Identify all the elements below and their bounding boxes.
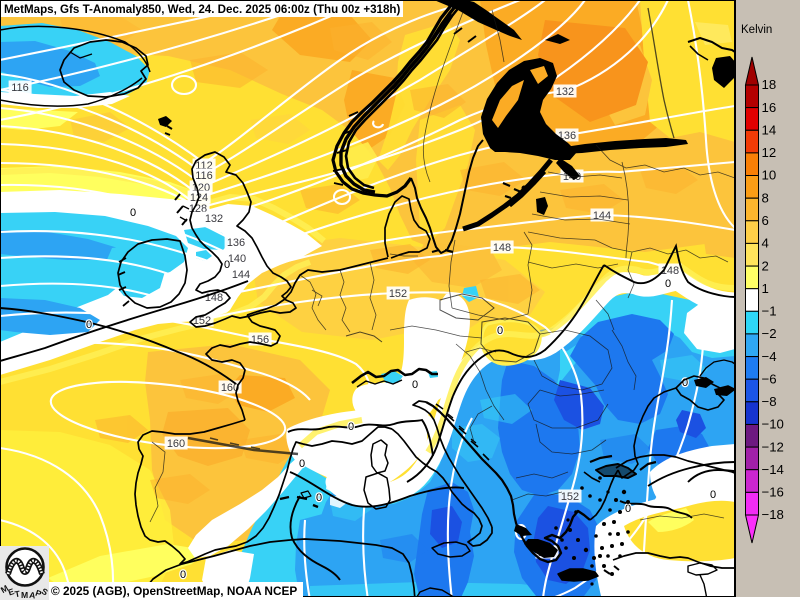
svg-text:0: 0 xyxy=(682,377,688,389)
svg-text:0: 0 xyxy=(665,278,671,290)
svg-text:S: S xyxy=(40,586,50,598)
svg-text:0: 0 xyxy=(180,569,186,581)
svg-text:P: P xyxy=(34,588,43,599)
svg-text:160: 160 xyxy=(167,438,185,450)
svg-text:M: M xyxy=(21,590,28,600)
svg-text:M: M xyxy=(0,583,10,595)
svg-text:116: 116 xyxy=(195,170,213,182)
svg-text:144: 144 xyxy=(232,269,250,281)
svg-text:−16: −16 xyxy=(762,485,784,500)
svg-text:6: 6 xyxy=(762,213,769,228)
svg-text:0: 0 xyxy=(130,207,136,219)
svg-text:0: 0 xyxy=(299,458,305,470)
svg-text:0: 0 xyxy=(316,492,322,504)
svg-text:−12: −12 xyxy=(762,439,784,454)
svg-text:2: 2 xyxy=(762,258,769,273)
svg-text:−18: −18 xyxy=(762,507,784,522)
svg-text:8: 8 xyxy=(762,190,769,205)
svg-text:0: 0 xyxy=(497,325,503,337)
svg-text:−8: −8 xyxy=(762,394,777,409)
svg-text:−2: −2 xyxy=(762,326,777,341)
svg-text:−4: −4 xyxy=(762,349,777,364)
svg-text:E: E xyxy=(7,586,16,597)
svg-text:1: 1 xyxy=(762,281,769,296)
svg-text:18: 18 xyxy=(762,77,777,92)
svg-text:16: 16 xyxy=(762,100,777,115)
svg-text:−1: −1 xyxy=(762,304,777,319)
svg-text:132: 132 xyxy=(556,86,574,98)
svg-text:0: 0 xyxy=(86,319,92,331)
svg-text:0: 0 xyxy=(412,379,418,391)
svg-text:136: 136 xyxy=(227,237,245,249)
svg-text:0: 0 xyxy=(710,489,716,501)
svg-text:0: 0 xyxy=(224,259,230,271)
svg-text:10: 10 xyxy=(762,168,777,183)
svg-text:0: 0 xyxy=(348,421,354,433)
svg-text:152: 152 xyxy=(561,491,579,503)
svg-text:−6: −6 xyxy=(762,371,777,386)
svg-text:4: 4 xyxy=(762,236,769,251)
svg-text:148: 148 xyxy=(493,242,511,254)
svg-text:128: 128 xyxy=(189,203,207,215)
svg-text:132: 132 xyxy=(205,213,223,225)
svg-text:−14: −14 xyxy=(762,462,784,477)
svg-text:116: 116 xyxy=(11,82,29,94)
svg-text:0: 0 xyxy=(625,503,631,515)
svg-text:14: 14 xyxy=(762,123,777,138)
svg-text:140: 140 xyxy=(228,253,246,265)
svg-text:T: T xyxy=(14,588,22,599)
svg-text:−10: −10 xyxy=(762,417,784,432)
svg-text:152: 152 xyxy=(193,315,211,327)
svg-text:152: 152 xyxy=(389,288,407,300)
svg-text:A: A xyxy=(29,590,37,600)
svg-text:160: 160 xyxy=(221,382,239,394)
svg-text:144: 144 xyxy=(593,210,611,222)
svg-text:12: 12 xyxy=(762,145,777,160)
